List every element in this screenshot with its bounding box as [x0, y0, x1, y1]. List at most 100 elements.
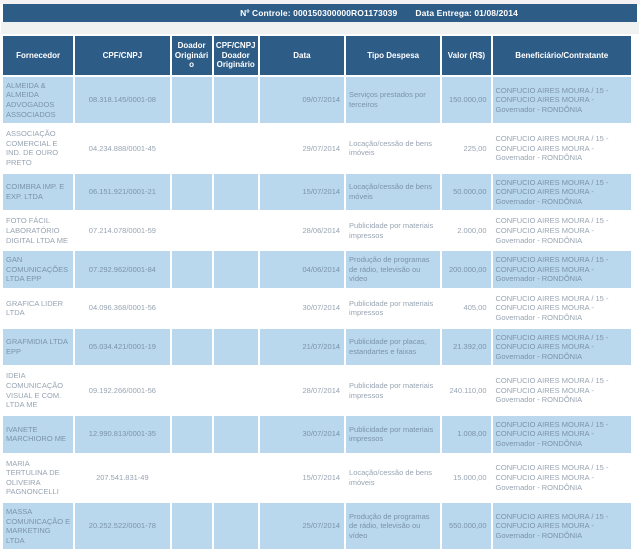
cell-cpf_cnpj: 20.252.522/0001-78: [75, 502, 170, 550]
entrega-value: 01/08/2014: [474, 8, 518, 18]
cell-beneficiario: CONFUCIO AIRES MOURA / 15 - CONFUCIO AIR…: [492, 76, 631, 124]
cell-cpf_cnpj_doador: [213, 173, 258, 211]
cell-valor: 225,00: [442, 125, 491, 172]
cell-beneficiario: CONFUCIO AIRES MOURA / 15 - CONFUCIO AIR…: [492, 454, 631, 501]
cell-beneficiario: CONFUCIO AIRES MOURA / 15 - CONFUCIO AIR…: [492, 415, 631, 453]
expenses-table: Fornecedor CPF/CNPJ Doador Originário CPF/C…: [1, 34, 633, 551]
cell-cpf_cnpj: 04.234.888/0001-45: [75, 125, 170, 172]
cell-beneficiario: CONFUCIO AIRES MOURA / 15 - CONFUCIO AIR…: [492, 502, 631, 550]
cell-valor: 15.000,00: [442, 454, 491, 501]
column-header-1: CPF/CNPJ: [75, 36, 170, 75]
cell-valor: 550.000,00: [442, 502, 491, 550]
cell-doador_originario: [171, 76, 212, 124]
cell-cpf_cnpj: 07.292.962/0001-84: [75, 251, 170, 288]
cell-valor: 200.000,00: [442, 251, 491, 288]
cell-tipo_despesa: Produção de programas de rádio, televisã…: [346, 502, 441, 550]
cell-data: 04/06/2014: [259, 251, 345, 288]
cell-data: 25/07/2014: [259, 502, 345, 550]
column-header-6: Valor (R$): [442, 36, 491, 75]
cell-beneficiario: CONFUCIO AIRES MOURA / 15 - CONFUCIO AIR…: [492, 125, 631, 172]
cell-fornecedor: ASSOCIAÇÃO COMERCIAL E IND. DE OURO PRET…: [3, 125, 74, 172]
cell-valor: 405,00: [442, 289, 491, 327]
table-row: GRAFMIDIA LTDA EPP 05.034.421/0001-19 21/0…: [3, 328, 631, 366]
cell-cpf_cnpj_doador: [213, 502, 258, 550]
table-row: FOTO FÁCIL LABORATÓRIO DIGITAL LTDA ME 07…: [3, 212, 631, 250]
table-row: MASSA COMUNICAÇÃO E MARKETING LTDA 20.252…: [3, 502, 631, 550]
cell-fornecedor: MASSA COMUNICAÇÃO E MARKETING LTDA: [3, 502, 74, 550]
table-row: IVANETE MARCHIORO ME 12.990.813/0001-35 30…: [3, 415, 631, 453]
cell-tipo_despesa: Produção de programas de rádio, televisã…: [346, 251, 441, 288]
cell-data: 28/07/2014: [259, 367, 345, 414]
cell-beneficiario: CONFUCIO AIRES MOURA / 15 - CONFUCIO AIR…: [492, 289, 631, 327]
cell-fornecedor: GRAFMIDIA LTDA EPP: [3, 328, 74, 366]
cell-cpf_cnpj: 06.151.921/0001-21: [75, 173, 170, 211]
column-header-2: Doador Originário: [171, 36, 212, 75]
cell-cpf_cnpj_doador: [213, 454, 258, 501]
cell-valor: 21.392,00: [442, 328, 491, 366]
controle-label: Nº Controle:: [240, 8, 291, 18]
entrega-label: Data Entrega:: [415, 8, 472, 18]
cell-cpf_cnpj_doador: [213, 415, 258, 453]
table-row: GAN COMUNICAÇÕES LTDA EPP 07.292.962/0001…: [3, 251, 631, 288]
cell-cpf_cnpj_doador: [213, 251, 258, 288]
header-gap: [1, 22, 639, 34]
cell-tipo_despesa: Publicidade por materiais impressos: [346, 367, 441, 414]
cell-data: 21/07/2014: [259, 328, 345, 366]
cell-cpf_cnpj_doador: [213, 289, 258, 327]
cell-doador_originario: [171, 415, 212, 453]
cell-tipo_despesa: Publicidade por materiais impressos: [346, 415, 441, 453]
cell-fornecedor: GAN COMUNICAÇÕES LTDA EPP: [3, 251, 74, 288]
cell-beneficiario: CONFUCIO AIRES MOURA / 15 - CONFUCIO AIR…: [492, 328, 631, 366]
cell-cpf_cnpj_doador: [213, 367, 258, 414]
control-bar: Nº Controle: 000150300000RO1173039 Data …: [3, 4, 637, 22]
column-header-5: Tipo Despesa: [346, 36, 441, 75]
cell-data: 09/07/2014: [259, 76, 345, 124]
table-row: ALMEIDA & ALMEIDA ADVOGADOS ASSOCIADOS 08…: [3, 76, 631, 124]
cell-data: 15/07/2014: [259, 454, 345, 501]
cell-beneficiario: CONFUCIO AIRES MOURA / 15 - CONFUCIO AIR…: [492, 212, 631, 250]
cell-valor: 50.000,00: [442, 173, 491, 211]
cell-fornecedor: IVANETE MARCHIORO ME: [3, 415, 74, 453]
cell-beneficiario: CONFUCIO AIRES MOURA / 15 - CONFUCIO AIR…: [492, 251, 631, 288]
table-row: IDEIA COMUNICAÇÃO VISUAL E COM. LTDA ME 0…: [3, 367, 631, 414]
cell-data: 30/07/2014: [259, 289, 345, 327]
top-margin-strip: [0, 0, 640, 4]
cell-data: 30/07/2014: [259, 415, 345, 453]
cell-fornecedor: IDEIA COMUNICAÇÃO VISUAL E COM. LTDA ME: [3, 367, 74, 414]
cell-tipo_despesa: Publicidade por placas, estandartes e fa…: [346, 328, 441, 366]
cell-beneficiario: CONFUCIO AIRES MOURA / 15 - CONFUCIO AIR…: [492, 367, 631, 414]
cell-tipo_despesa: Publicidade por materiais impressos: [346, 212, 441, 250]
cell-cpf_cnpj_doador: [213, 125, 258, 172]
cell-data: 15/07/2014: [259, 173, 345, 211]
table-row: GRAFICA LIDER LTDA 04.096.368/0001-56 30/0…: [3, 289, 631, 327]
column-header-4: Data: [259, 36, 345, 75]
cell-cpf_cnpj_doador: [213, 76, 258, 124]
cell-doador_originario: [171, 173, 212, 211]
cell-fornecedor: FOTO FÁCIL LABORATÓRIO DIGITAL LTDA ME: [3, 212, 74, 250]
data-entrega: Data Entrega: 01/08/2014: [415, 8, 518, 18]
cell-cpf_cnpj: 05.034.421/0001-19: [75, 328, 170, 366]
table-row: ASSOCIAÇÃO COMERCIAL E IND. DE OURO PRET…: [3, 125, 631, 172]
cell-data: 29/07/2014: [259, 125, 345, 172]
cell-tipo_despesa: Locação/cessão de bens móveis: [346, 173, 441, 211]
cell-beneficiario: CONFUCIO AIRES MOURA / 15 - CONFUCIO AIR…: [492, 173, 631, 211]
cell-doador_originario: [171, 251, 212, 288]
cell-tipo_despesa: Locação/cessão de bens imóveis: [346, 454, 441, 501]
cell-doador_originario: [171, 289, 212, 327]
cell-valor: 240.110,00: [442, 367, 491, 414]
cell-tipo_despesa: Publicidade por materiais impressos: [346, 289, 441, 327]
cell-cpf_cnpj_doador: [213, 212, 258, 250]
cell-valor: 1.008,00: [442, 415, 491, 453]
cell-fornecedor: COIMBRA IMP. E EXP. LTDA: [3, 173, 74, 211]
column-header-3: CPF/CNPJ Doador Originário: [213, 36, 258, 75]
cell-cpf_cnpj: 207.541.831-49: [75, 454, 170, 501]
cell-cpf_cnpj: 04.096.368/0001-56: [75, 289, 170, 327]
table-row: COIMBRA IMP. E EXP. LTDA 06.151.921/0001-…: [3, 173, 631, 211]
column-header-7: Beneficiário/Contratante: [492, 36, 631, 75]
cell-fornecedor: ALMEIDA & ALMEIDA ADVOGADOS ASSOCIADOS: [3, 76, 74, 124]
cell-doador_originario: [171, 454, 212, 501]
cell-fornecedor: GRAFICA LIDER LTDA: [3, 289, 74, 327]
cell-tipo_despesa: Serviços prestados por terceiros: [346, 76, 441, 124]
cell-data: 28/06/2014: [259, 212, 345, 250]
